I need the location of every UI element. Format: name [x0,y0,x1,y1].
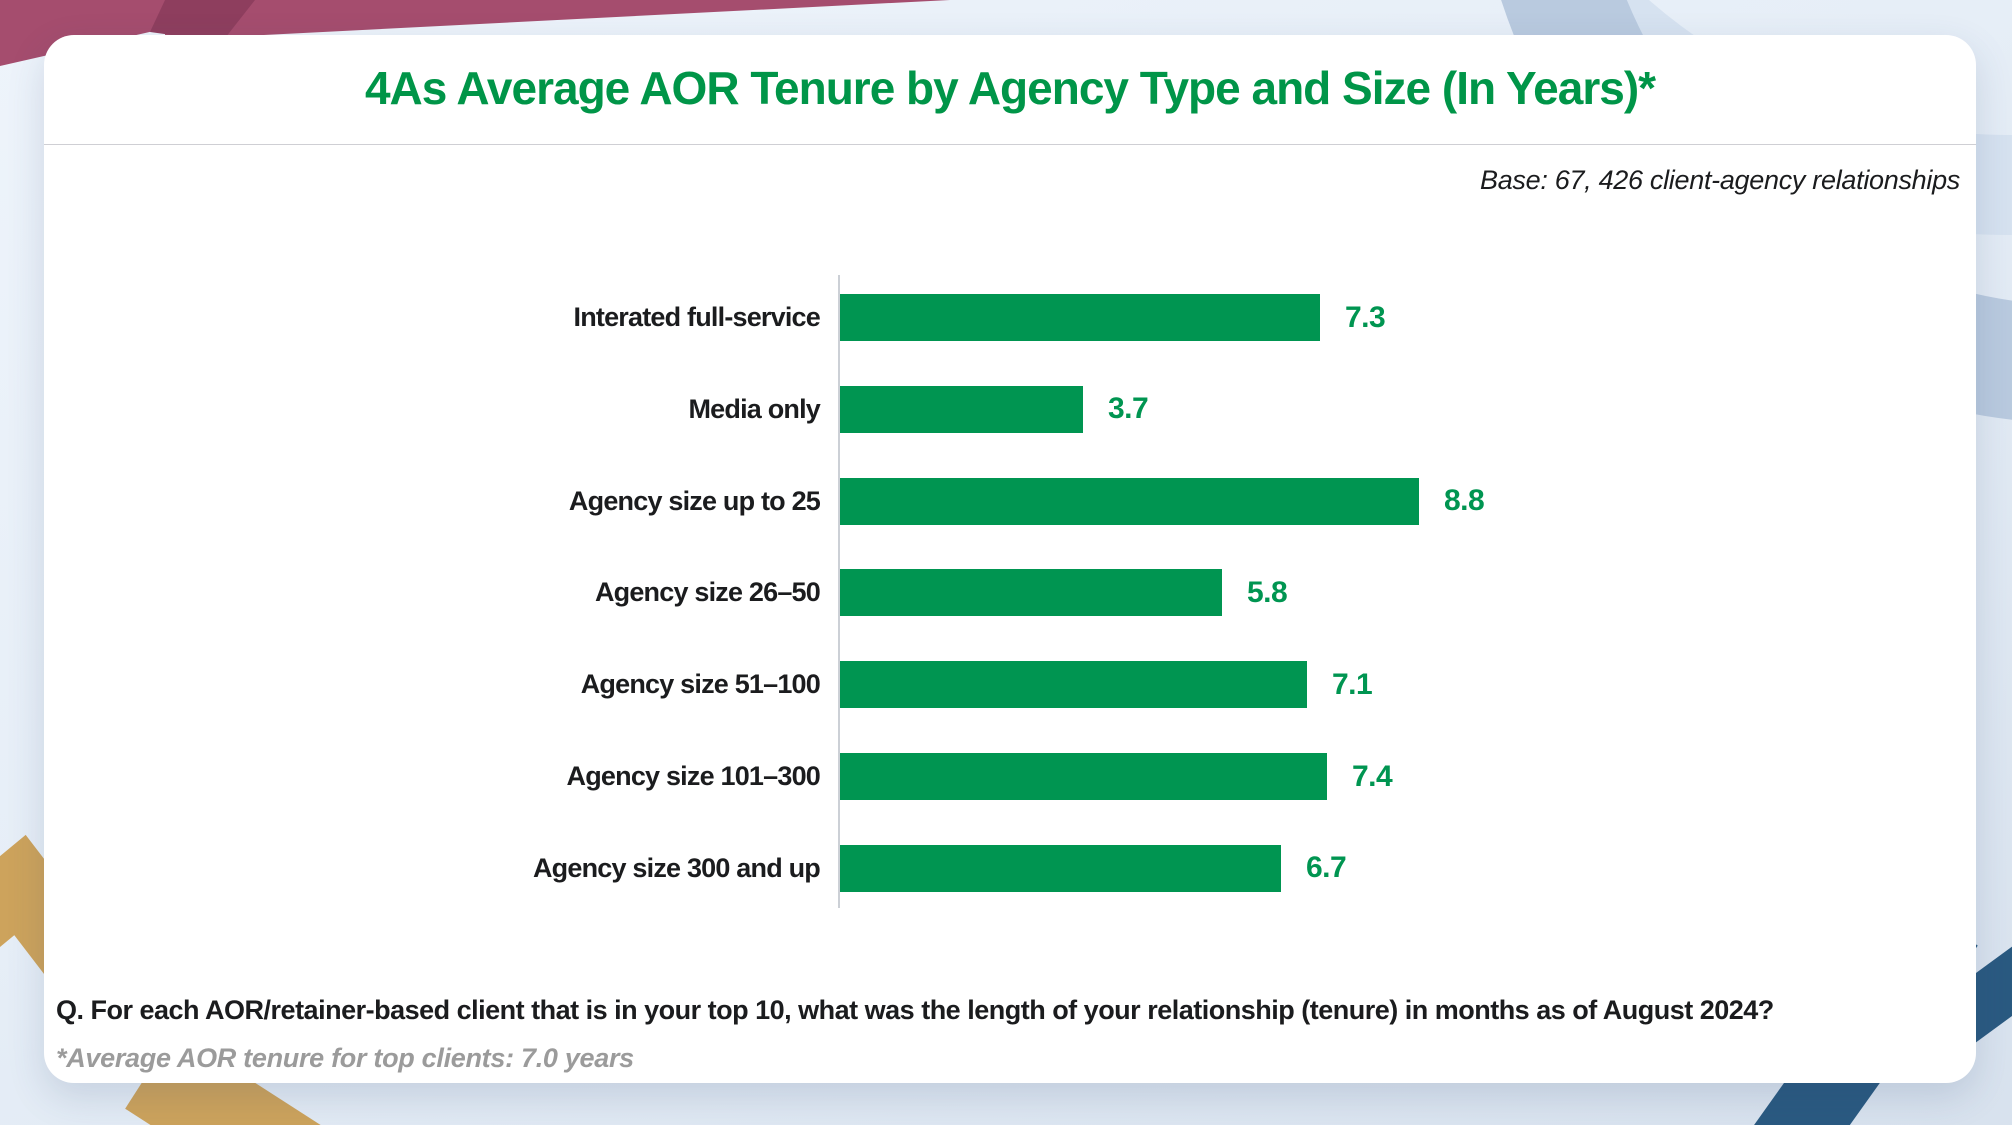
chart-row: Agency size 101–300 7.4 [44,753,1393,801]
bar-chart: Interated full-service 7.3 Media only 3.7 Ag… [44,35,1976,1083]
bar [840,569,1222,617]
gold-band-icon [125,1031,321,1125]
bar-value: 3.7 [1108,392,1149,426]
footnote-text: *Average AOR tenure for top clients: 7.0… [56,1043,634,1073]
chart-row: Interated full-service 7.3 [44,294,1386,341]
bar-label: Agency size up to 25 [568,485,821,516]
bar [840,661,1307,709]
base-note: Base: 67, 426 client-agency relationship… [1479,165,1960,195]
bar-value: 7.1 [1332,667,1373,701]
bar-value: 7.4 [1352,759,1393,793]
bar-label: Interated full-service [573,302,821,332]
bar [840,844,1281,892]
chart-card: 4As Average AOR Tenure by Agency Type an… [44,35,1976,1083]
bar-label: Agency size 300 and up [532,852,821,883]
maroon-ribbon-sliver-icon [165,0,950,40]
question-text: Q. For each AOR/retainer-based client th… [56,995,1774,1025]
bar-label: Media only [688,393,820,424]
chart-title: 4As Average AOR Tenure by Agency Type an… [364,62,1656,114]
bar [840,294,1320,341]
bar [840,385,1083,433]
title-divider [44,144,1976,145]
ring-light-icon [1509,0,2012,235]
chart-row: Agency size up to 25 8.8 [44,477,1485,525]
bar-value: 7.3 [1345,300,1386,334]
bar-value: 5.8 [1247,575,1288,609]
bar [840,753,1327,801]
bar-label: Agency size 101–300 [566,761,821,792]
bar-value: 8.8 [1444,484,1485,518]
chart-row: Media only 3.7 [44,385,1149,433]
bar-label: Agency size 51–100 [580,669,821,700]
y-axis-line [838,275,840,908]
bar-value: 6.7 [1306,851,1347,885]
bar [840,477,1419,525]
chart-row: Agency size 51–100 7.1 [44,661,1373,709]
chart-row: Agency size 26–50 5.8 [44,569,1288,617]
bar-label: Agency size 26–50 [594,577,821,608]
maroon-ribbon-fold-icon [150,0,255,42]
chart-row: Agency size 300 and up 6.7 [44,844,1347,892]
